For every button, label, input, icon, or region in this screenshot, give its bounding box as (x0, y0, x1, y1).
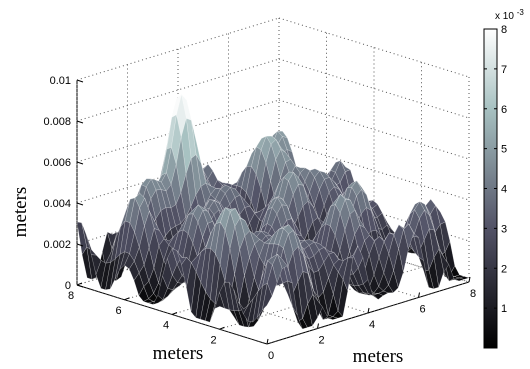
colorbar-tick-label: 8 (501, 24, 507, 36)
z-tick-mark (76, 202, 84, 206)
x-tick-mark (418, 292, 420, 298)
z-tick-mark (76, 243, 84, 247)
colorbar-tick-label: 7 (501, 64, 507, 76)
colorbar-tick-label: 5 (501, 144, 507, 156)
grid-line-backwall-z (76, 17, 280, 81)
x-tick-mark (266, 338, 269, 345)
colorbar-exponent-base: x 10 (495, 11, 514, 22)
z-tick-label: 0.002 (43, 239, 71, 251)
y-tick-mark (219, 326, 225, 330)
z-tick-mark (76, 161, 84, 165)
x-tick-label: 4 (369, 319, 375, 331)
x-axis: 0 2 4 6 8 (266, 276, 476, 362)
y-tick-mark (171, 312, 178, 315)
x-tick-mark (317, 323, 319, 329)
y-tick-label: 4 (163, 320, 169, 332)
y-tick-label: 6 (115, 305, 121, 317)
colorbar-tick-label: 4 (501, 184, 507, 196)
x-axis-label: meters (353, 346, 404, 367)
colorbar-tick-label: 2 (501, 263, 507, 275)
z-tick-label: 0.004 (43, 198, 71, 210)
z-tick-mark (76, 284, 84, 288)
z-axis-label: meters (10, 187, 31, 238)
colorbar-tick-label: 6 (501, 104, 507, 116)
x-tick-label: 0 (268, 350, 274, 362)
grid-line-backwall-z (76, 58, 280, 122)
y-axis-label: meters (153, 343, 204, 364)
z-tick-mark (76, 120, 84, 124)
colorbar-tick-label: 1 (501, 303, 507, 315)
surface-patch (261, 282, 273, 311)
colorbar-exponent-power: -3 (517, 8, 525, 17)
grid-line-backwall-z (76, 99, 280, 163)
grid-line-backwall-z (76, 140, 280, 204)
z-tick-label: 0.008 (43, 116, 71, 128)
y-tick-mark (76, 282, 83, 286)
x-tick-label: 8 (470, 288, 476, 300)
colorbar: 1 2 3 4 5 6 7 8 x 10 -3 (483, 8, 524, 349)
x-tick-label: 2 (318, 335, 324, 347)
colorbar-ticks: 1 2 3 4 5 6 7 8 (484, 24, 507, 315)
y-tick-mark (124, 297, 130, 301)
z-tick-label: 0.006 (43, 157, 71, 169)
y-axis: 2 4 6 8 (68, 282, 225, 346)
x-tick-mark (468, 276, 471, 283)
z-tick-label: 0 (65, 280, 71, 292)
colorbar-exponent: x 10 -3 (495, 8, 524, 22)
x-tick-mark (367, 307, 370, 314)
z-tick-label: 0.01 (50, 75, 71, 87)
grid-line-sidewall-z (278, 99, 470, 160)
grid-line-floor-y (266, 281, 470, 345)
surface-mesh (76, 93, 470, 330)
z-tick-mark (76, 79, 84, 83)
colorbar-tick-label: 3 (501, 223, 507, 235)
z-axis: 0 0.002 0.004 0.006 0.008 0.01 (43, 75, 84, 292)
y-tick-label: 2 (210, 334, 216, 346)
y-tick-label: 8 (68, 290, 74, 302)
x-tick-label: 6 (419, 304, 425, 316)
